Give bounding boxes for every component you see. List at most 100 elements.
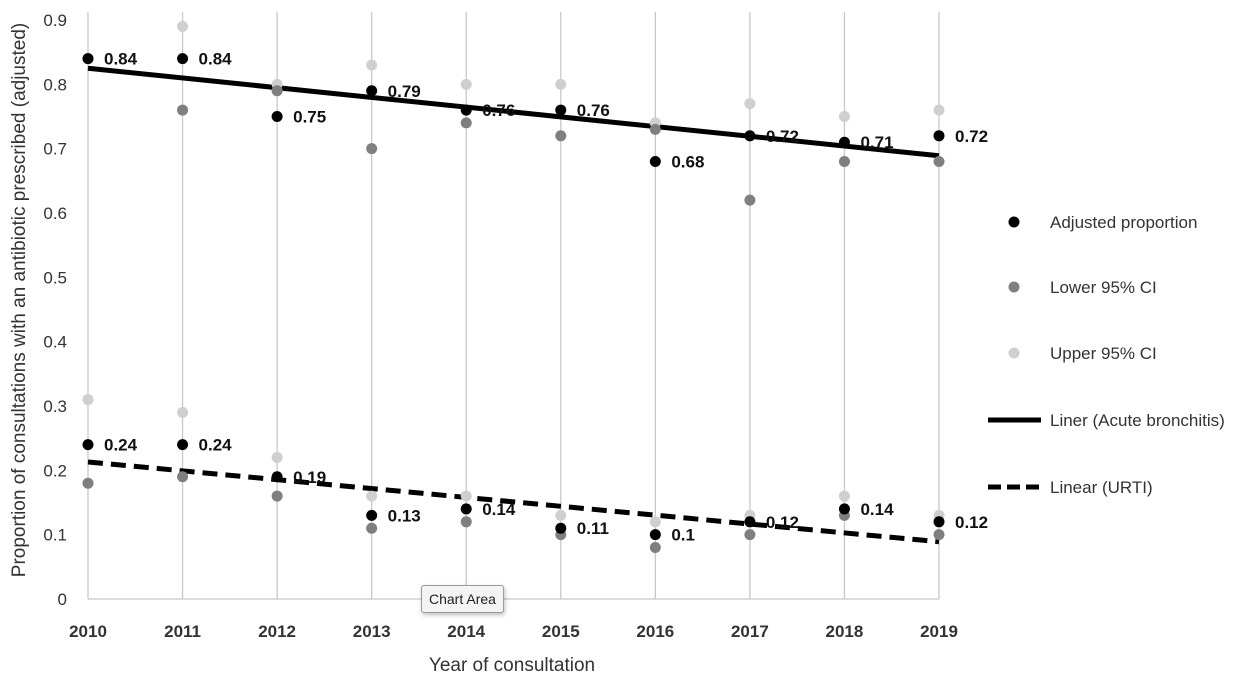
x-tick-label: 2011 [164, 622, 201, 641]
x-tick-label: 2018 [826, 622, 864, 641]
data-label: 0.12 [955, 513, 988, 532]
trendline [87, 459, 940, 545]
y-tick-label: 0.9 [43, 11, 67, 30]
data-point [838, 111, 850, 122]
data-point [271, 490, 283, 502]
y-tick-label: 0 [58, 590, 67, 609]
legend-label: Lower 95% CI [1050, 278, 1157, 297]
x-axis-title: Year of consultation [429, 655, 595, 676]
data-point [271, 85, 283, 97]
data-label: 0.76 [577, 101, 610, 120]
y-axis-title: Proportion of consultations with an anti… [9, 23, 30, 577]
data-label: 0.84 [104, 50, 138, 69]
data-point [177, 104, 189, 116]
data-label: 0.13 [388, 506, 421, 525]
data-point [933, 516, 945, 528]
data-point [177, 471, 189, 483]
data-label: 0.14 [482, 500, 516, 519]
data-point [933, 104, 945, 116]
data-label: 0.12 [766, 513, 799, 532]
y-tick-label: 0.3 [43, 397, 67, 416]
y-tick-label: 0.7 [43, 140, 67, 159]
data-point [649, 156, 661, 168]
data-label: 0.68 [671, 153, 704, 172]
legend: Adjusted proportion Lower 95% CI Upper 95%… [988, 213, 1225, 497]
data-label: 0.84 [199, 50, 233, 69]
data-point [744, 98, 756, 110]
data-point [460, 117, 472, 129]
axes: 2010 2011 2012 2013 2014 2015 2016 2017 2018 2019… [43, 11, 958, 641]
x-tick-label: 2019 [920, 622, 958, 641]
data-point [555, 78, 567, 90]
data-point [177, 53, 189, 65]
data-point [744, 529, 756, 541]
data-point [177, 406, 189, 418]
y-tick-label: 0.4 [43, 333, 67, 352]
data-point [366, 85, 378, 97]
data-point [933, 529, 945, 541]
data-label: 0.24 [104, 436, 138, 455]
data-point [460, 516, 472, 528]
data-point [744, 516, 756, 528]
legend-marker [1008, 347, 1020, 359]
data-point [82, 477, 94, 489]
legend-label: Linear (URTI) [1050, 478, 1153, 497]
data-point [555, 509, 567, 521]
data-point [744, 194, 756, 206]
data-point [555, 130, 567, 142]
x-tick-label: 2010 [69, 622, 107, 641]
data-point [271, 471, 283, 483]
data-point [82, 53, 94, 65]
x-tick-label: 2012 [258, 622, 296, 641]
data-point [460, 503, 472, 515]
y-tick-label: 0.6 [43, 204, 67, 223]
data-label: 0.79 [388, 82, 421, 101]
data-labels: 0.84 0.84 0.75 0.79 0.76 0.76 0.68 0.72 0.71 0.72… [104, 50, 988, 545]
x-tick-label: 2015 [542, 622, 580, 641]
y-tick-label: 0.8 [43, 75, 67, 94]
data-point [838, 136, 850, 148]
data-point [555, 104, 567, 116]
data-point [177, 20, 189, 32]
y-tick-label: 0.1 [43, 526, 67, 545]
data-point [460, 490, 472, 502]
data-point [177, 439, 189, 451]
data-point [460, 104, 472, 116]
data-label: 0.71 [860, 133, 893, 152]
data-points [82, 20, 945, 554]
data-label: 0.72 [955, 127, 988, 146]
data-label: 0.11 [577, 519, 609, 538]
data-point [838, 503, 850, 515]
data-label: 0.19 [293, 468, 326, 487]
x-tick-label: 2014 [447, 622, 485, 641]
x-tick-label: 2016 [636, 622, 674, 641]
data-point [271, 451, 283, 463]
data-point [933, 130, 945, 142]
data-point [744, 130, 756, 142]
data-point [933, 156, 945, 168]
data-point [82, 439, 94, 451]
trendline [87, 65, 940, 159]
data-point [838, 490, 850, 502]
data-label: 0.76 [482, 101, 515, 120]
legend-label: Upper 95% CI [1050, 344, 1157, 363]
data-point [838, 156, 850, 168]
data-label: 0.24 [199, 436, 233, 455]
data-point [366, 509, 378, 521]
legend-marker [1008, 216, 1020, 228]
data-point [366, 522, 378, 534]
data-point [366, 143, 378, 155]
data-point [271, 111, 283, 122]
data-point [649, 542, 661, 554]
data-point [555, 522, 567, 534]
y-tick-label: 0.2 [43, 461, 67, 480]
data-point [82, 394, 94, 406]
legend-label: Adjusted proportion [1050, 213, 1197, 232]
data-label: 0.14 [860, 500, 894, 519]
data-point [649, 529, 661, 541]
data-label: 0.72 [766, 127, 799, 146]
legend-label: Liner (Acute bronchitis) [1050, 411, 1225, 430]
data-point [366, 59, 378, 71]
chart-area-tooltip: Chart Area [421, 585, 504, 613]
